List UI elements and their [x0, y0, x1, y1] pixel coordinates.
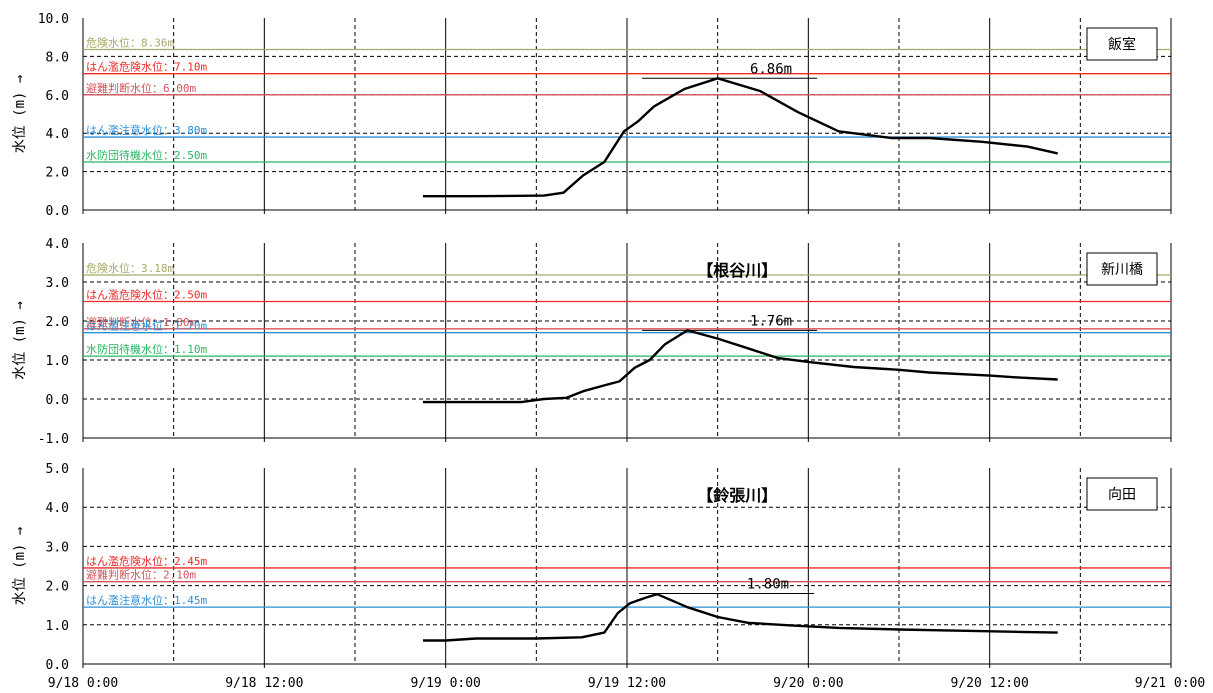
- y-tick-label: 3.0: [46, 540, 69, 555]
- y-tick-label: 8.0: [46, 50, 69, 65]
- threshold-label: はん濫注意水位：3.80m: [86, 123, 207, 137]
- chart-panel-2: 4.0 3.0 2.0 1.0 0.0 -1.0 危険水位：3.18m はん濫危険水位：2.5…: [12, 237, 1172, 447]
- peak-label: 1.80m: [747, 576, 789, 592]
- y-tick-label: 0.0: [46, 658, 69, 673]
- y-tick-label: 2.0: [46, 166, 69, 181]
- chart-panel-3: 5.0 4.0 3.0 2.0 1.0 0.0 はん濫危険水位：2.45m避難判断水位：2.…: [12, 462, 1172, 673]
- x-tick-label: 9/20 0:00: [773, 676, 843, 691]
- threshold-label: はん濫注意水位：1.70m: [86, 319, 207, 333]
- station-name-box: [1086, 477, 1158, 511]
- threshold-label: 避難判断水位：1.80m: [86, 315, 196, 329]
- y-tick-label: 0.0: [46, 393, 69, 408]
- chart-panel-1: 10.0 8.0 6.0 4.0 2.0 0.0 危険水位：8.36m はん濫危険水位：7.1…: [12, 12, 1172, 219]
- threshold-label: 危険水位：8.36m: [86, 35, 174, 49]
- y-tick-label: 3.0: [46, 276, 69, 291]
- y-tick-label: 4.0: [46, 237, 69, 252]
- threshold-label: はん濫危険水位：7.10m: [86, 60, 207, 74]
- station-name: 新川橋: [1101, 262, 1143, 278]
- river-title: 【根谷川】: [697, 261, 777, 280]
- threshold-label: はん濫注意水位：1.45m: [86, 593, 207, 607]
- y-tick-label: 5.0: [46, 462, 69, 477]
- y-axis-title: 水位 (m) →: [12, 301, 28, 380]
- y-tick-label: 2.0: [46, 315, 69, 330]
- threshold-label: 避難判断水位：6.00m: [86, 81, 196, 95]
- threshold-label: 水防団待機水位：1.10m: [86, 342, 207, 356]
- water-level-series: [423, 593, 1058, 642]
- threshold-label: 避難判断水位：2.10m: [86, 568, 196, 582]
- y-tick-label: 4.0: [46, 127, 69, 142]
- x-tick-label: 9/18 12:00: [225, 676, 303, 691]
- x-tick-label: 9/19 0:00: [410, 676, 480, 691]
- station-name: 飯室: [1108, 36, 1136, 53]
- threshold-label: 危険水位：3.18m: [86, 261, 174, 275]
- threshold-label: はん濫危険水位：2.50m: [86, 288, 207, 302]
- station-name: 向田: [1108, 487, 1136, 503]
- y-tick-label: 2.0: [46, 580, 69, 595]
- river-title: 【鈴張川】: [697, 486, 777, 505]
- peak-label: 1.76m: [750, 313, 792, 329]
- y-tick-label: 1.0: [46, 619, 69, 634]
- threshold-label: 水防団待機水位：2.50m: [86, 148, 207, 162]
- water-level-series: [423, 329, 1058, 404]
- y-axis-title: 水位 (m) →: [12, 75, 28, 154]
- y-tick-label: 0.0: [46, 204, 69, 219]
- station-name-box: [1086, 27, 1158, 61]
- x-tick-label: 9/21 0:00: [1135, 676, 1205, 691]
- x-tick-label: 9/18 0:00: [48, 676, 118, 691]
- water-level-series: [423, 77, 1058, 198]
- y-axis-title: 水位 (m) →: [12, 527, 28, 606]
- x-tick-label: 9/19 12:00: [588, 676, 666, 691]
- x-tick-label: 9/20 12:00: [951, 676, 1029, 691]
- threshold-label: はん濫危険水位：2.45m: [86, 554, 207, 568]
- station-name-box: [1086, 252, 1158, 286]
- y-tick-label: 6.0: [46, 89, 69, 104]
- y-tick-label: -1.0: [38, 432, 69, 447]
- y-tick-label: 10.0: [38, 12, 69, 27]
- y-tick-label: 1.0: [46, 354, 69, 369]
- y-tick-label: 4.0: [46, 501, 69, 516]
- peak-label: 6.86m: [750, 61, 792, 77]
